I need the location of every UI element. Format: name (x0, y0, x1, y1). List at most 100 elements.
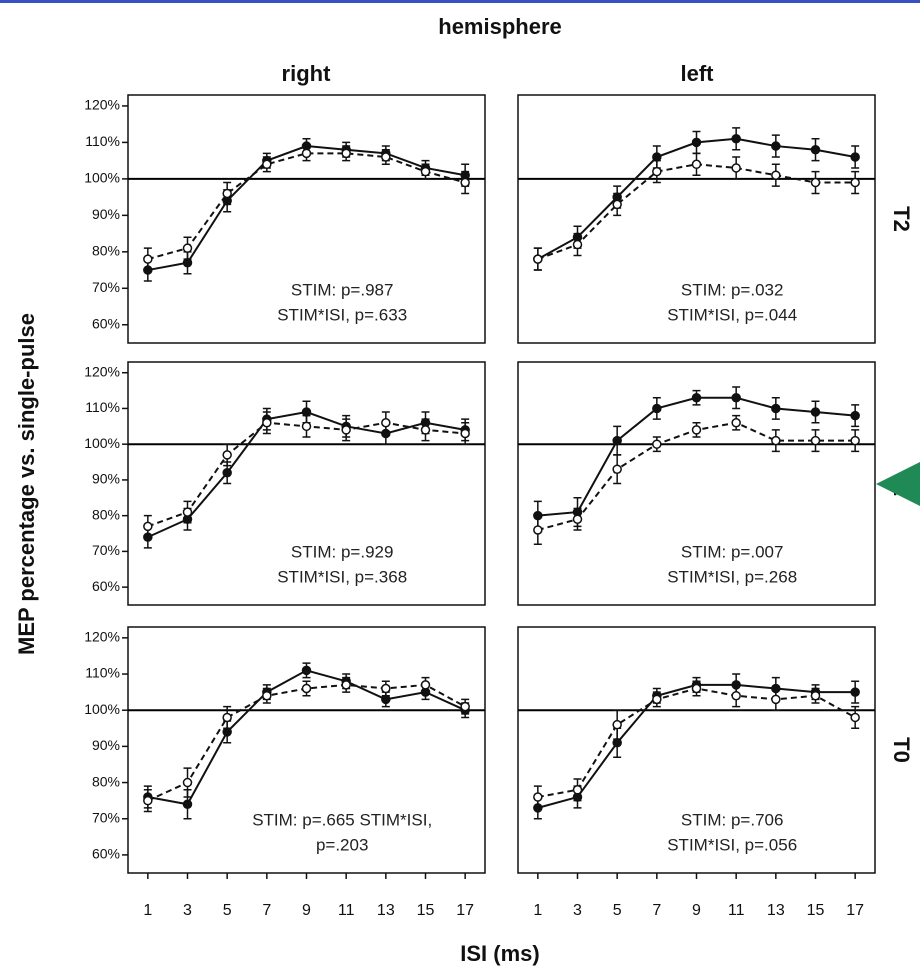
marker (850, 177, 860, 188)
row-label: T0 (889, 737, 914, 763)
marker (262, 159, 272, 170)
x-tick-label: 9 (302, 902, 311, 919)
marker (612, 435, 622, 446)
panel-frame (127, 94, 486, 344)
marker (460, 177, 470, 188)
annotation: p=.203 (316, 835, 368, 854)
marker (612, 464, 622, 474)
marker (301, 407, 312, 417)
y-tick-label: 110% (85, 133, 120, 149)
marker (533, 525, 543, 535)
marker (262, 690, 272, 701)
y-tick-label: 70% (92, 542, 120, 558)
marker (652, 694, 662, 705)
x-tick-label: 15 (417, 902, 435, 919)
marker (420, 166, 431, 177)
marker (731, 418, 741, 428)
marker (420, 425, 431, 435)
x-tick-label: 7 (652, 902, 661, 919)
series-line (537, 687, 856, 799)
marker (533, 254, 543, 264)
marker (301, 683, 312, 694)
annotation: STIM: p=.987 (291, 280, 394, 299)
marker (652, 152, 662, 162)
marker (612, 719, 622, 730)
marker (222, 468, 232, 478)
x-tick-label: 5 (613, 902, 622, 919)
y-tick-label: 110% (85, 665, 120, 681)
marker (301, 421, 312, 432)
x-tick-label: 9 (692, 902, 701, 919)
series-line (147, 152, 466, 261)
panel-frame (517, 361, 876, 606)
marker (262, 418, 272, 428)
marker (460, 701, 470, 712)
x-tick-label: 1 (533, 902, 542, 919)
x-tick-label: 11 (728, 902, 745, 919)
marker (182, 507, 193, 517)
x-tick-label: 17 (846, 902, 864, 919)
x-tick-label: 13 (767, 902, 785, 919)
marker (652, 166, 662, 177)
marker (691, 683, 702, 694)
series-line (147, 683, 466, 802)
series-line (537, 396, 856, 517)
marker (850, 152, 860, 162)
y-tick-label: 80% (92, 243, 120, 259)
y-tick-label: 90% (92, 471, 120, 487)
marker (771, 141, 781, 151)
series-line (537, 683, 856, 809)
marker (652, 403, 662, 414)
marker (731, 163, 741, 173)
annotation: STIM: p=.665 STIM*ISI, (252, 810, 432, 829)
marker (691, 425, 702, 435)
marker (341, 425, 351, 435)
column-label: left (681, 61, 715, 86)
y-tick-label: 80% (92, 506, 120, 522)
y-tick-label: 100% (84, 701, 120, 717)
marker (301, 148, 312, 159)
marker (143, 521, 153, 532)
marker (771, 694, 781, 705)
marker (182, 258, 193, 268)
marker (771, 170, 781, 180)
y-tick-label: 70% (92, 809, 120, 825)
panel-frame (517, 94, 876, 344)
x-tick-label: 5 (223, 902, 232, 919)
figure-title: hemisphere (438, 14, 562, 39)
marker (420, 680, 431, 690)
marker (222, 727, 232, 737)
marker (572, 514, 583, 524)
marker (691, 392, 702, 403)
annotation: STIM*ISI, p=.368 (277, 567, 407, 586)
y-tick-label: 70% (92, 279, 120, 295)
top-border (0, 0, 920, 3)
marker (810, 690, 821, 701)
marker (771, 403, 781, 414)
marker (850, 687, 860, 697)
marker (572, 785, 583, 795)
x-tick-label: 3 (573, 902, 582, 919)
x-tick-label: 15 (807, 902, 825, 919)
marker (850, 712, 860, 723)
y-tick-label: 60% (92, 315, 120, 331)
marker (810, 435, 821, 446)
marker (612, 738, 622, 748)
y-tick-label: 60% (92, 578, 120, 594)
marker (182, 777, 193, 788)
marker (381, 152, 391, 162)
y-tick-label: 80% (92, 773, 120, 789)
marker (652, 439, 662, 449)
marker (850, 435, 860, 446)
y-tick-label: 90% (92, 206, 120, 222)
panel-frame (127, 361, 486, 606)
marker (810, 407, 821, 417)
marker (182, 799, 193, 810)
row-label: T2 (889, 206, 914, 232)
annotation: STIM: p=.706 (681, 810, 784, 829)
marker (381, 694, 391, 705)
marker (771, 435, 781, 446)
marker (301, 665, 312, 676)
y-tick-label: 90% (92, 737, 120, 753)
